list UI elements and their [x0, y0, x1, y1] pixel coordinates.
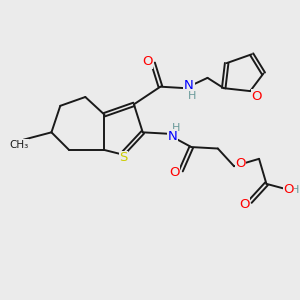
Text: CH₃: CH₃: [9, 140, 29, 150]
Text: S: S: [119, 152, 128, 164]
Text: H: H: [172, 123, 180, 133]
Text: O: O: [169, 166, 180, 178]
Text: N: N: [184, 79, 194, 92]
Text: H: H: [188, 91, 196, 100]
Text: O: O: [283, 183, 294, 196]
Text: O: O: [142, 55, 152, 68]
Text: O: O: [235, 157, 246, 170]
Text: H: H: [291, 185, 299, 195]
Text: N: N: [168, 130, 178, 143]
Text: O: O: [251, 90, 262, 103]
Text: O: O: [239, 198, 250, 211]
